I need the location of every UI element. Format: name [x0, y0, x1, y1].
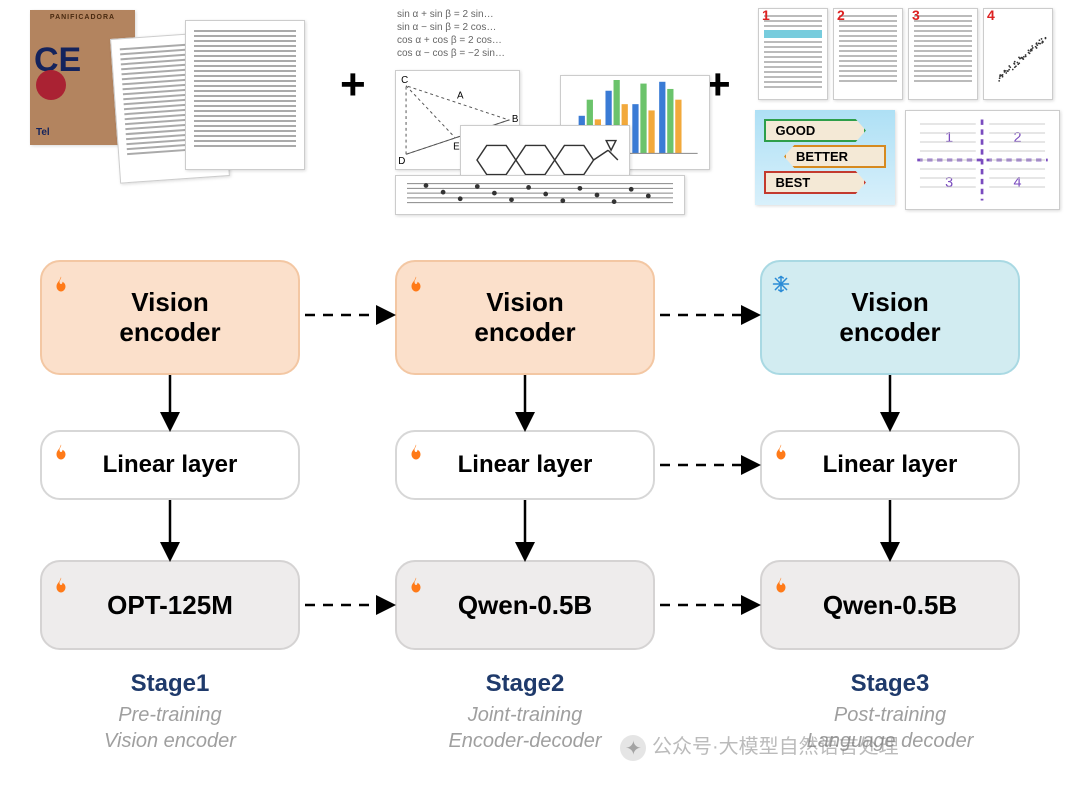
s3-page-3-thumb: 3 [908, 8, 978, 100]
flame-icon [407, 270, 425, 288]
svg-text:2: 2 [1014, 130, 1022, 146]
s1-vision-encoder: Vision encoder [40, 260, 300, 375]
s2-music-thumb [395, 175, 685, 215]
svg-text:1: 1 [945, 130, 953, 146]
s1-title: Stage1 [40, 670, 300, 698]
svg-text:C: C [401, 75, 408, 86]
flame-icon [407, 440, 425, 458]
watermark: 公众号·大模型自然语言处理 [620, 730, 899, 761]
svg-text:3: 3 [945, 175, 953, 191]
svg-text:4: 4 [1014, 175, 1022, 191]
s1-subtitle: Pre-training Vision encoder [40, 702, 300, 754]
svg-text:B: B [512, 114, 519, 125]
flame-icon [772, 440, 790, 458]
s3-title: Stage3 [760, 670, 1020, 698]
s3-decoder: Qwen-0.5B [760, 560, 1020, 650]
s2-linear-layer: Linear layer [395, 430, 655, 500]
s3-page-1-thumb: 1 [758, 8, 828, 100]
s1-linear-layer: Linear layer [40, 430, 300, 500]
s3-signs-thumb: GOODBETTERBEST [755, 110, 895, 205]
s3-page-2-thumb: 2 [833, 8, 903, 100]
flame-icon [52, 570, 70, 588]
flame-icon [772, 570, 790, 588]
s2-title: Stage2 [395, 670, 655, 698]
flame-icon [52, 440, 70, 458]
plus-icon: + [340, 60, 366, 110]
s3-vision-encoder: Vision encoder [760, 260, 1020, 375]
s2-formula-thumb: sin α + sin β = 2 sin…sin α − sin β = 2 … [395, 5, 600, 73]
flame-icon [407, 570, 425, 588]
s2-subtitle: Joint-training Encoder-decoder [395, 702, 655, 754]
s3-page-4-thumb: 4 [983, 8, 1053, 100]
s3-quad-thumb: 1 2 3 4 [905, 110, 1060, 210]
s1-doc-b-thumb [185, 20, 305, 170]
snowflake-icon [772, 270, 790, 288]
svg-text:D: D [398, 156, 405, 167]
s1-decoder: OPT-125M [40, 560, 300, 650]
svg-text:A: A [457, 90, 464, 101]
s3-linear-layer: Linear layer [760, 430, 1020, 500]
flame-icon [52, 270, 70, 288]
s2-vision-encoder: Vision encoder [395, 260, 655, 375]
s2-decoder: Qwen-0.5B [395, 560, 655, 650]
